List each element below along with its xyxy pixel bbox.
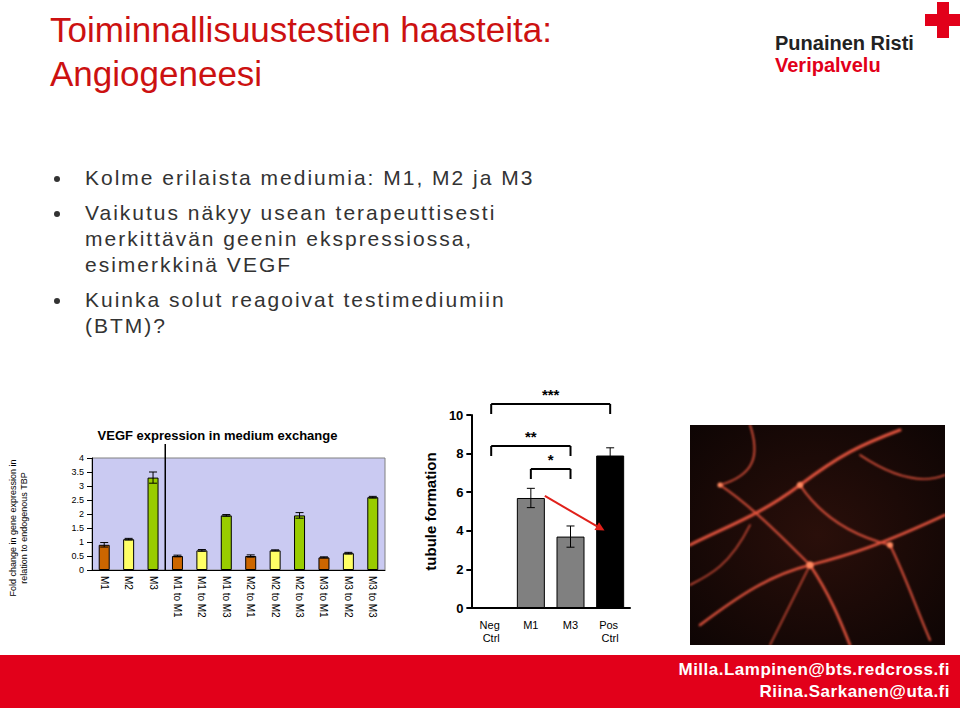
svg-text:6: 6: [456, 485, 463, 500]
svg-text:M2 to M1: M2 to M1: [245, 576, 256, 618]
svg-text:M3 to M3: M3 to M3: [367, 576, 378, 618]
html-text:Angiogeneesi: Angiogeneesi: [50, 54, 263, 93]
svg-text:8: 8: [456, 446, 463, 461]
svg-text:VEGF expression in medium exch: VEGF expression in medium exchange: [98, 428, 338, 443]
html-text:Kuinka solut reagoivat testime: Kuinka solut reagoivat testimediumiin (B…: [85, 288, 506, 337]
svg-text:4: 4: [79, 453, 84, 463]
html-text:Veripalvelu: Veripalvelu: [775, 54, 881, 76]
svg-text:4: 4: [456, 523, 464, 538]
svg-text:2: 2: [79, 509, 84, 519]
svg-text:2.5: 2.5: [71, 495, 84, 505]
html-text:Riina.Sarkanen@uta.fi: Riina.Sarkanen@uta.fi: [759, 682, 950, 701]
svg-text:**: **: [525, 428, 537, 445]
svg-text:*: *: [548, 451, 554, 468]
svg-text:1: 1: [79, 537, 84, 547]
svg-text:3.5: 3.5: [71, 467, 84, 477]
svg-text:M2: M2: [123, 576, 134, 590]
svg-text:M3 to M2: M3 to M2: [343, 576, 354, 618]
svg-text:3: 3: [79, 481, 84, 491]
svg-text:M1: M1: [99, 576, 110, 590]
svg-text:M3: M3: [563, 619, 578, 631]
svg-text:Neg: Neg: [480, 619, 503, 631]
svg-text:M1 to M1: M1 to M1: [172, 576, 183, 618]
html-text:Fold change in gene expression: Fold change in gene expression in relati…: [8, 459, 29, 597]
svg-text:Pos: Pos: [599, 619, 621, 631]
html-text:Milla.Lampinen@bts.redcross.fi: Milla.Lampinen@bts.redcross.fi: [678, 660, 950, 679]
svg-text:M2 to M3: M2 to M3: [294, 576, 305, 618]
svg-text:2: 2: [456, 562, 463, 577]
svg-text:M2 to M2: M2 to M2: [270, 576, 281, 618]
svg-text:M1 to M3: M1 to M3: [221, 576, 232, 618]
svg-text:M1 to M2: M1 to M2: [196, 576, 207, 618]
svg-text:1.5: 1.5: [71, 523, 84, 533]
svg-text:0.5: 0.5: [71, 551, 84, 561]
svg-text:tubule formation: tubule formation: [422, 452, 439, 570]
svg-text:M3 to M1: M3 to M1: [318, 576, 329, 618]
svg-text:10: 10: [449, 408, 463, 423]
svg-text:***: ***: [542, 390, 560, 403]
html-text:Toiminnallisuustestien haastei: Toiminnallisuustestien haasteita:: [50, 10, 552, 49]
svg-text:Ctrl: Ctrl: [483, 632, 500, 644]
html-text:Punainen Risti: Punainen Risti: [775, 32, 914, 54]
svg-text:M3: M3: [148, 576, 159, 590]
svg-text:Ctrl: Ctrl: [602, 632, 619, 644]
svg-text:0: 0: [456, 601, 463, 616]
svg-text:0: 0: [79, 565, 84, 575]
svg-text:M1: M1: [523, 619, 538, 631]
html-text:Vaikutus näkyy usean terapeutt: Vaikutus näkyy usean terapeuttisesti mer…: [85, 201, 497, 276]
html-text:Kolme erilaista mediumia: M1,: Kolme erilaista mediumia: M1, M2 ja M3: [85, 166, 535, 189]
